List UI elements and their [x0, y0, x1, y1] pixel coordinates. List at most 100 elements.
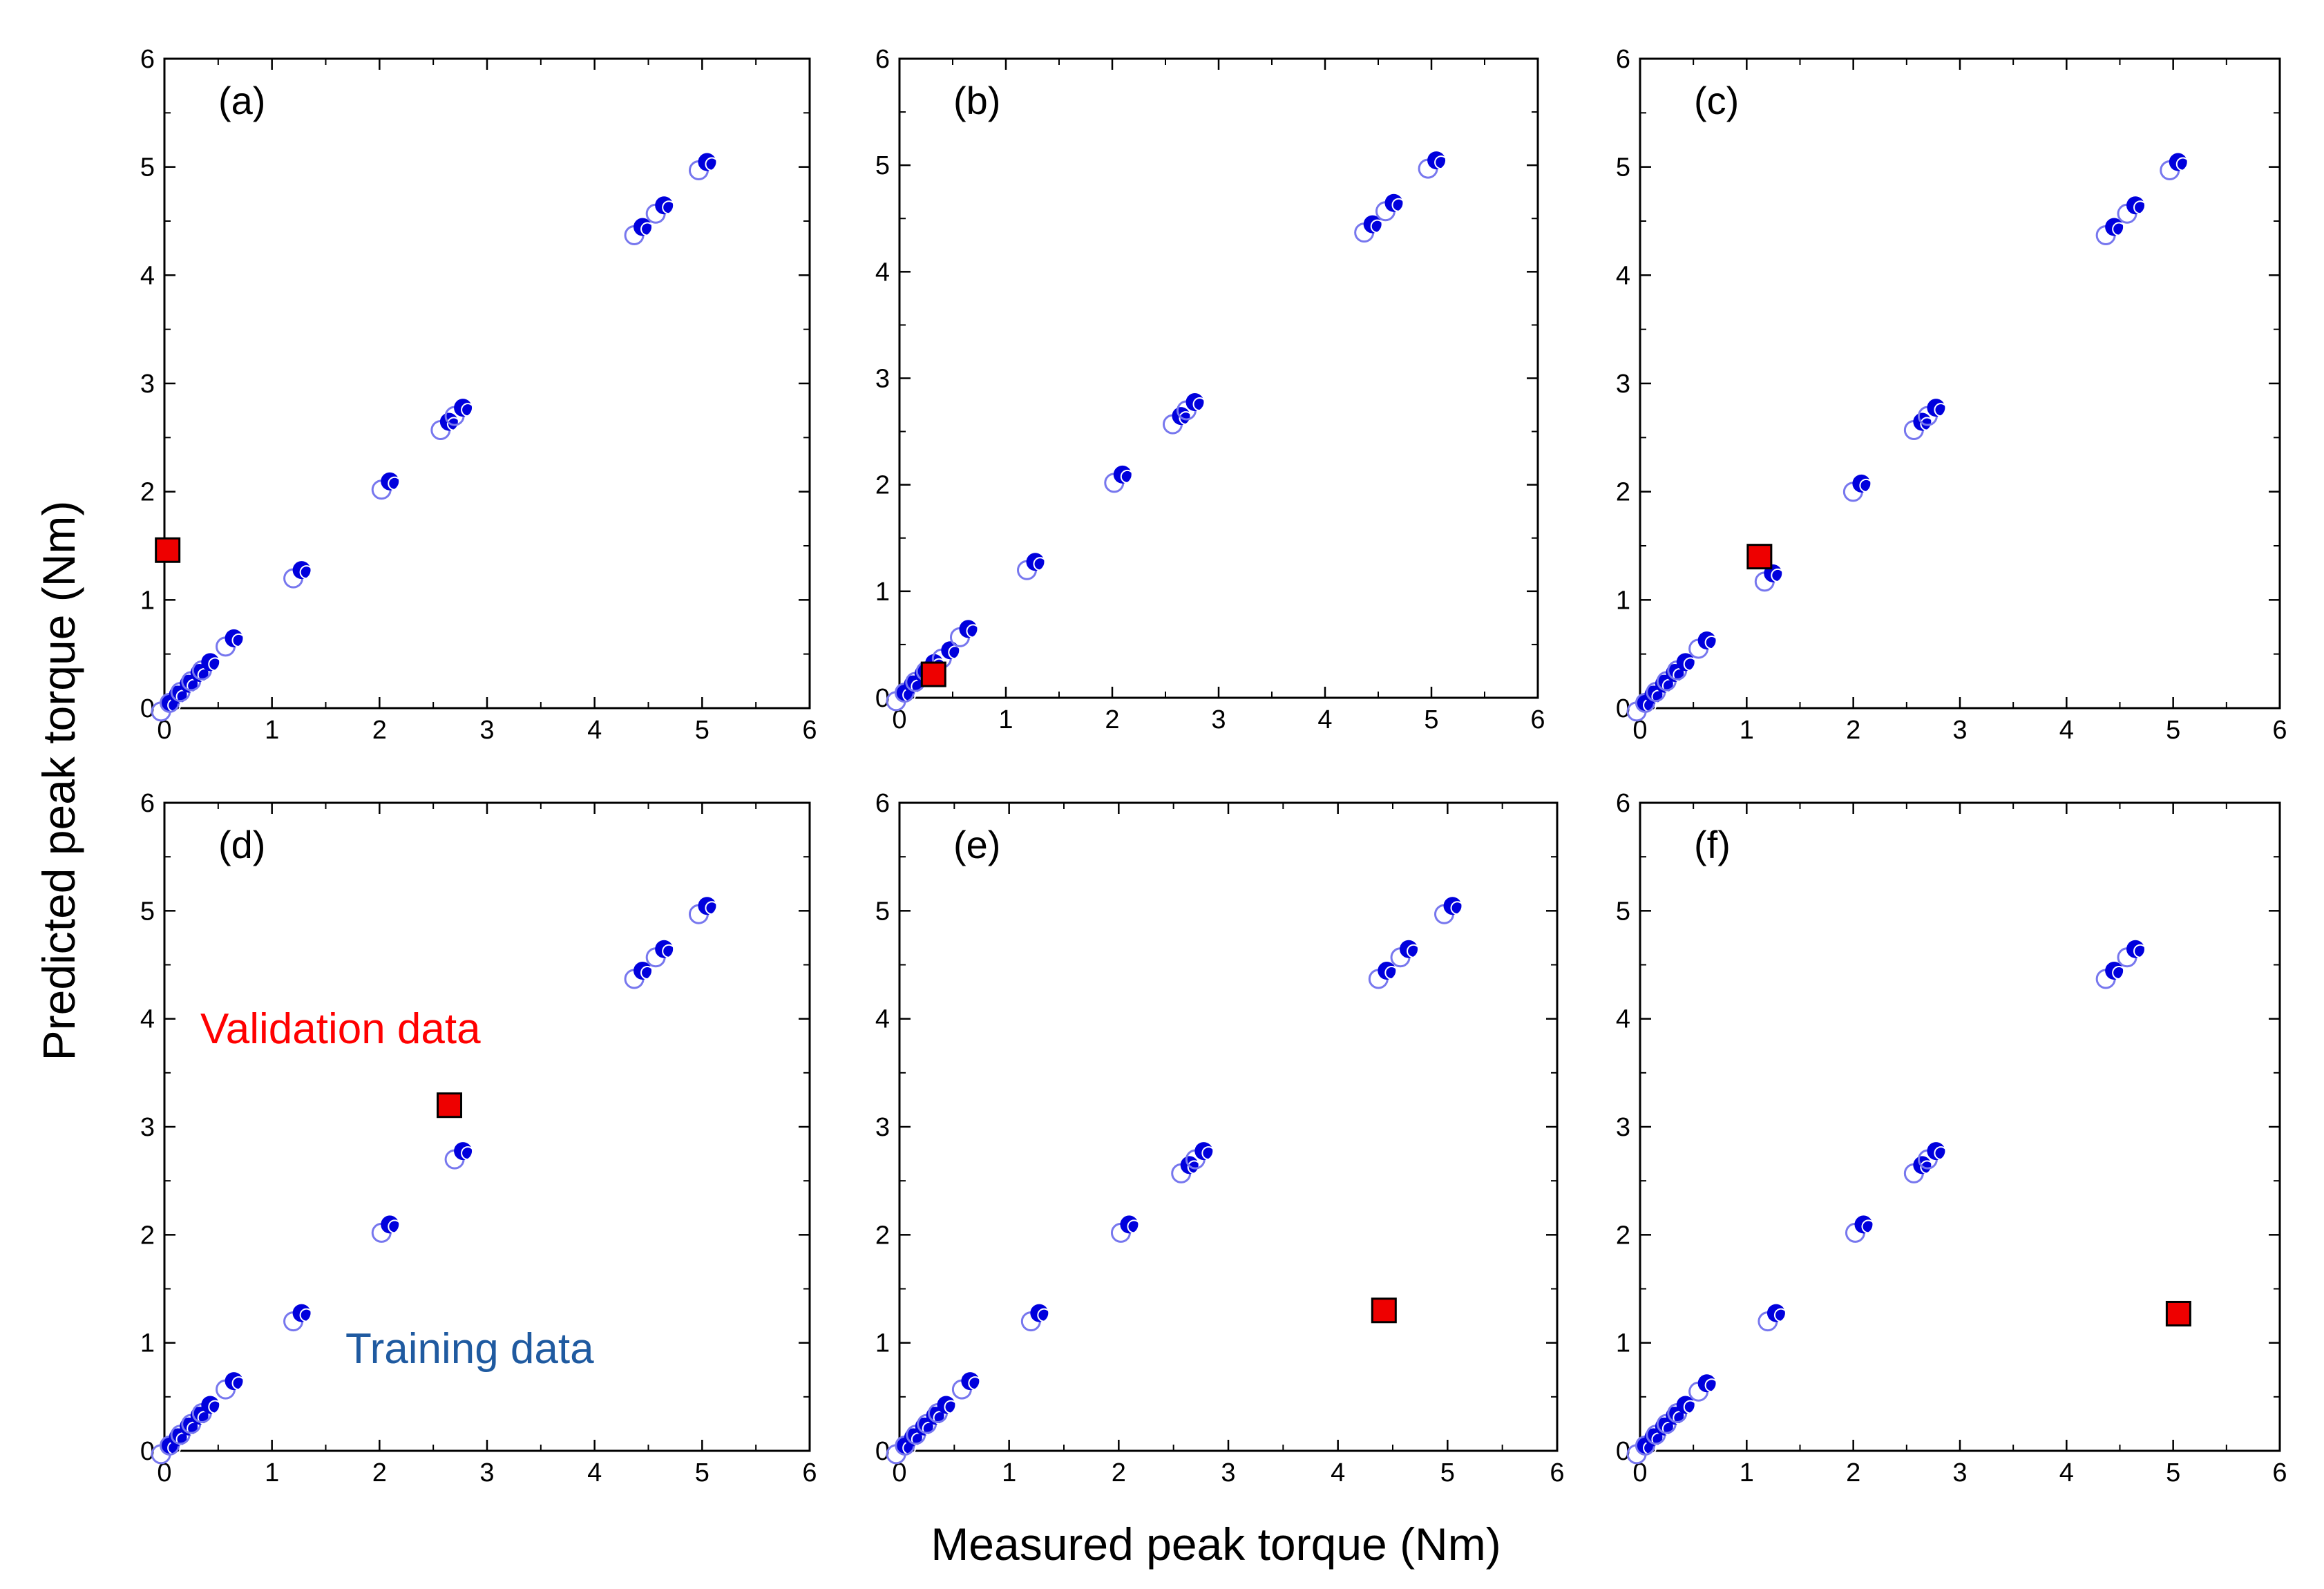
- x-tick-label: 2: [1846, 1458, 1860, 1487]
- x-tick-label: 3: [1221, 1458, 1235, 1487]
- y-tick-label: 3: [1616, 370, 1630, 399]
- y-tick-label: 6: [140, 45, 155, 74]
- y-tick-label: 0: [140, 1437, 155, 1466]
- training-point-highlight: [1407, 944, 1421, 958]
- y-tick-label: 4: [875, 1005, 890, 1034]
- y-tick-label: 6: [1616, 789, 1630, 818]
- x-tick-label: 6: [1550, 1458, 1564, 1487]
- plot-frame: [1639, 801, 2281, 1452]
- x-tick-label: 5: [1440, 1458, 1455, 1487]
- training-point-highlight: [662, 944, 676, 958]
- panel-label: (a): [218, 79, 265, 122]
- training-point-highlight: [1127, 1219, 1141, 1234]
- x-tick-label: 2: [372, 716, 387, 745]
- y-tick-label: 0: [140, 694, 155, 723]
- validation-point: [2165, 1300, 2191, 1326]
- training-point-highlight: [944, 1400, 958, 1414]
- training-point-highlight: [1861, 1219, 1876, 1234]
- training-point-highlight: [208, 1400, 222, 1414]
- panel-f: 0 1 2 3 4 5 6 0 1 2 3 4 5 6 (f): [1616, 789, 2287, 1487]
- y-tick-label: 3: [140, 1113, 155, 1142]
- panel-label: (e): [953, 823, 1000, 866]
- training-point-highlight: [640, 966, 655, 980]
- y-tick-label: 0: [875, 684, 890, 713]
- training-point-highlight: [705, 901, 719, 915]
- training-point-highlight: [1450, 901, 1465, 915]
- panel-label: (f): [1694, 823, 1731, 866]
- training-point-highlight: [1683, 1400, 1697, 1414]
- panels: 0 1 2 3 4 5 6 0 1 2 3 4 5 6 (a) 0 1 2 3 4 5 6 0 1 2 3 4 5 6 (b) 0 1 2 3 4 5…: [140, 45, 2287, 1487]
- training-point-highlight: [1192, 397, 1207, 412]
- training-point-highlight: [2133, 200, 2148, 215]
- x-tick-label: 1: [1002, 1458, 1016, 1487]
- panel-label: (b): [953, 79, 1000, 122]
- y-tick-label: 2: [1616, 478, 1630, 507]
- training-point-highlight: [299, 1308, 314, 1322]
- x-tick-label: 6: [802, 1458, 817, 1487]
- y-tick-label: 1: [140, 586, 155, 615]
- training-point-highlight: [388, 476, 402, 491]
- training-point-highlight: [966, 624, 980, 638]
- y-tick-label: 3: [875, 1113, 890, 1142]
- y-tick-label: 5: [875, 897, 890, 926]
- x-tick-label: 5: [2166, 1458, 2180, 1487]
- training-point-highlight: [1037, 1308, 1051, 1322]
- y-tick-label: 2: [140, 478, 155, 507]
- panel-label: (c): [1694, 79, 1739, 122]
- y-tick-label: 6: [875, 789, 890, 818]
- validation-point: [1371, 1297, 1397, 1324]
- y-tick-label: 6: [875, 45, 890, 74]
- y-tick-label: 2: [1616, 1221, 1630, 1250]
- validation-point: [437, 1092, 463, 1119]
- x-tick-label: 5: [1424, 705, 1438, 734]
- training-point-highlight: [1859, 478, 1874, 493]
- x-tick-label: 4: [1331, 1458, 1345, 1487]
- x-tick-label: 0: [892, 1458, 906, 1487]
- y-tick-label: 1: [875, 578, 890, 607]
- training-point-highlight: [705, 157, 719, 171]
- y-tick-label: 5: [875, 151, 890, 180]
- y-tick-label: 2: [875, 471, 890, 500]
- x-tick-label: 1: [265, 1458, 279, 1487]
- training-point-highlight: [208, 657, 222, 672]
- training-point-highlight: [1704, 1378, 1719, 1393]
- x-tick-label: 2: [1105, 705, 1119, 734]
- y-tick-label: 6: [1616, 45, 1630, 74]
- y-tick-label: 2: [140, 1221, 155, 1250]
- training-point-highlight: [968, 1376, 982, 1391]
- x-tick-label: 1: [998, 705, 1013, 734]
- validation-point: [920, 661, 946, 687]
- y-tick-label: 0: [875, 1437, 890, 1466]
- y-tick-label: 3: [1616, 1113, 1630, 1142]
- training-point-highlight: [1384, 966, 1399, 980]
- training-point-highlight: [1120, 469, 1134, 484]
- x-axis-title: Measured peak torque (Nm): [931, 1519, 1501, 1570]
- y-tick-label: 4: [140, 261, 155, 290]
- y-tick-label: 1: [1616, 1329, 1630, 1358]
- training-point-highlight: [1934, 1146, 1948, 1161]
- training-data-label: Training data: [345, 1325, 594, 1373]
- x-tick-label: 6: [2272, 1458, 2287, 1487]
- training-point-highlight: [640, 222, 655, 236]
- x-tick-label: 0: [1632, 716, 1647, 745]
- training-point-highlight: [1683, 657, 1697, 672]
- x-tick-label: 0: [157, 1458, 171, 1487]
- x-tick-label: 2: [1112, 1458, 1126, 1487]
- training-point-highlight: [1934, 403, 1948, 417]
- y-tick-label: 4: [140, 1005, 155, 1034]
- y-tick-label: 3: [875, 365, 890, 394]
- x-tick-label: 4: [2059, 1458, 2074, 1487]
- x-tick-label: 6: [1530, 705, 1545, 734]
- validation-point: [155, 537, 181, 563]
- x-tick-label: 5: [2166, 716, 2180, 745]
- y-tick-label: 1: [1616, 586, 1630, 615]
- x-tick-label: 1: [265, 716, 279, 745]
- training-point-highlight: [388, 1219, 402, 1234]
- panel-b: 0 1 2 3 4 5 6 0 1 2 3 4 5 6 (b): [875, 45, 1545, 734]
- validation-point: [1746, 544, 1773, 570]
- x-tick-label: 6: [2272, 716, 2287, 745]
- training-point-highlight: [948, 645, 962, 660]
- panel-e: 0 1 2 3 4 5 6 0 1 2 3 4 5 6 (e): [875, 789, 1565, 1487]
- x-tick-label: 4: [587, 1458, 602, 1487]
